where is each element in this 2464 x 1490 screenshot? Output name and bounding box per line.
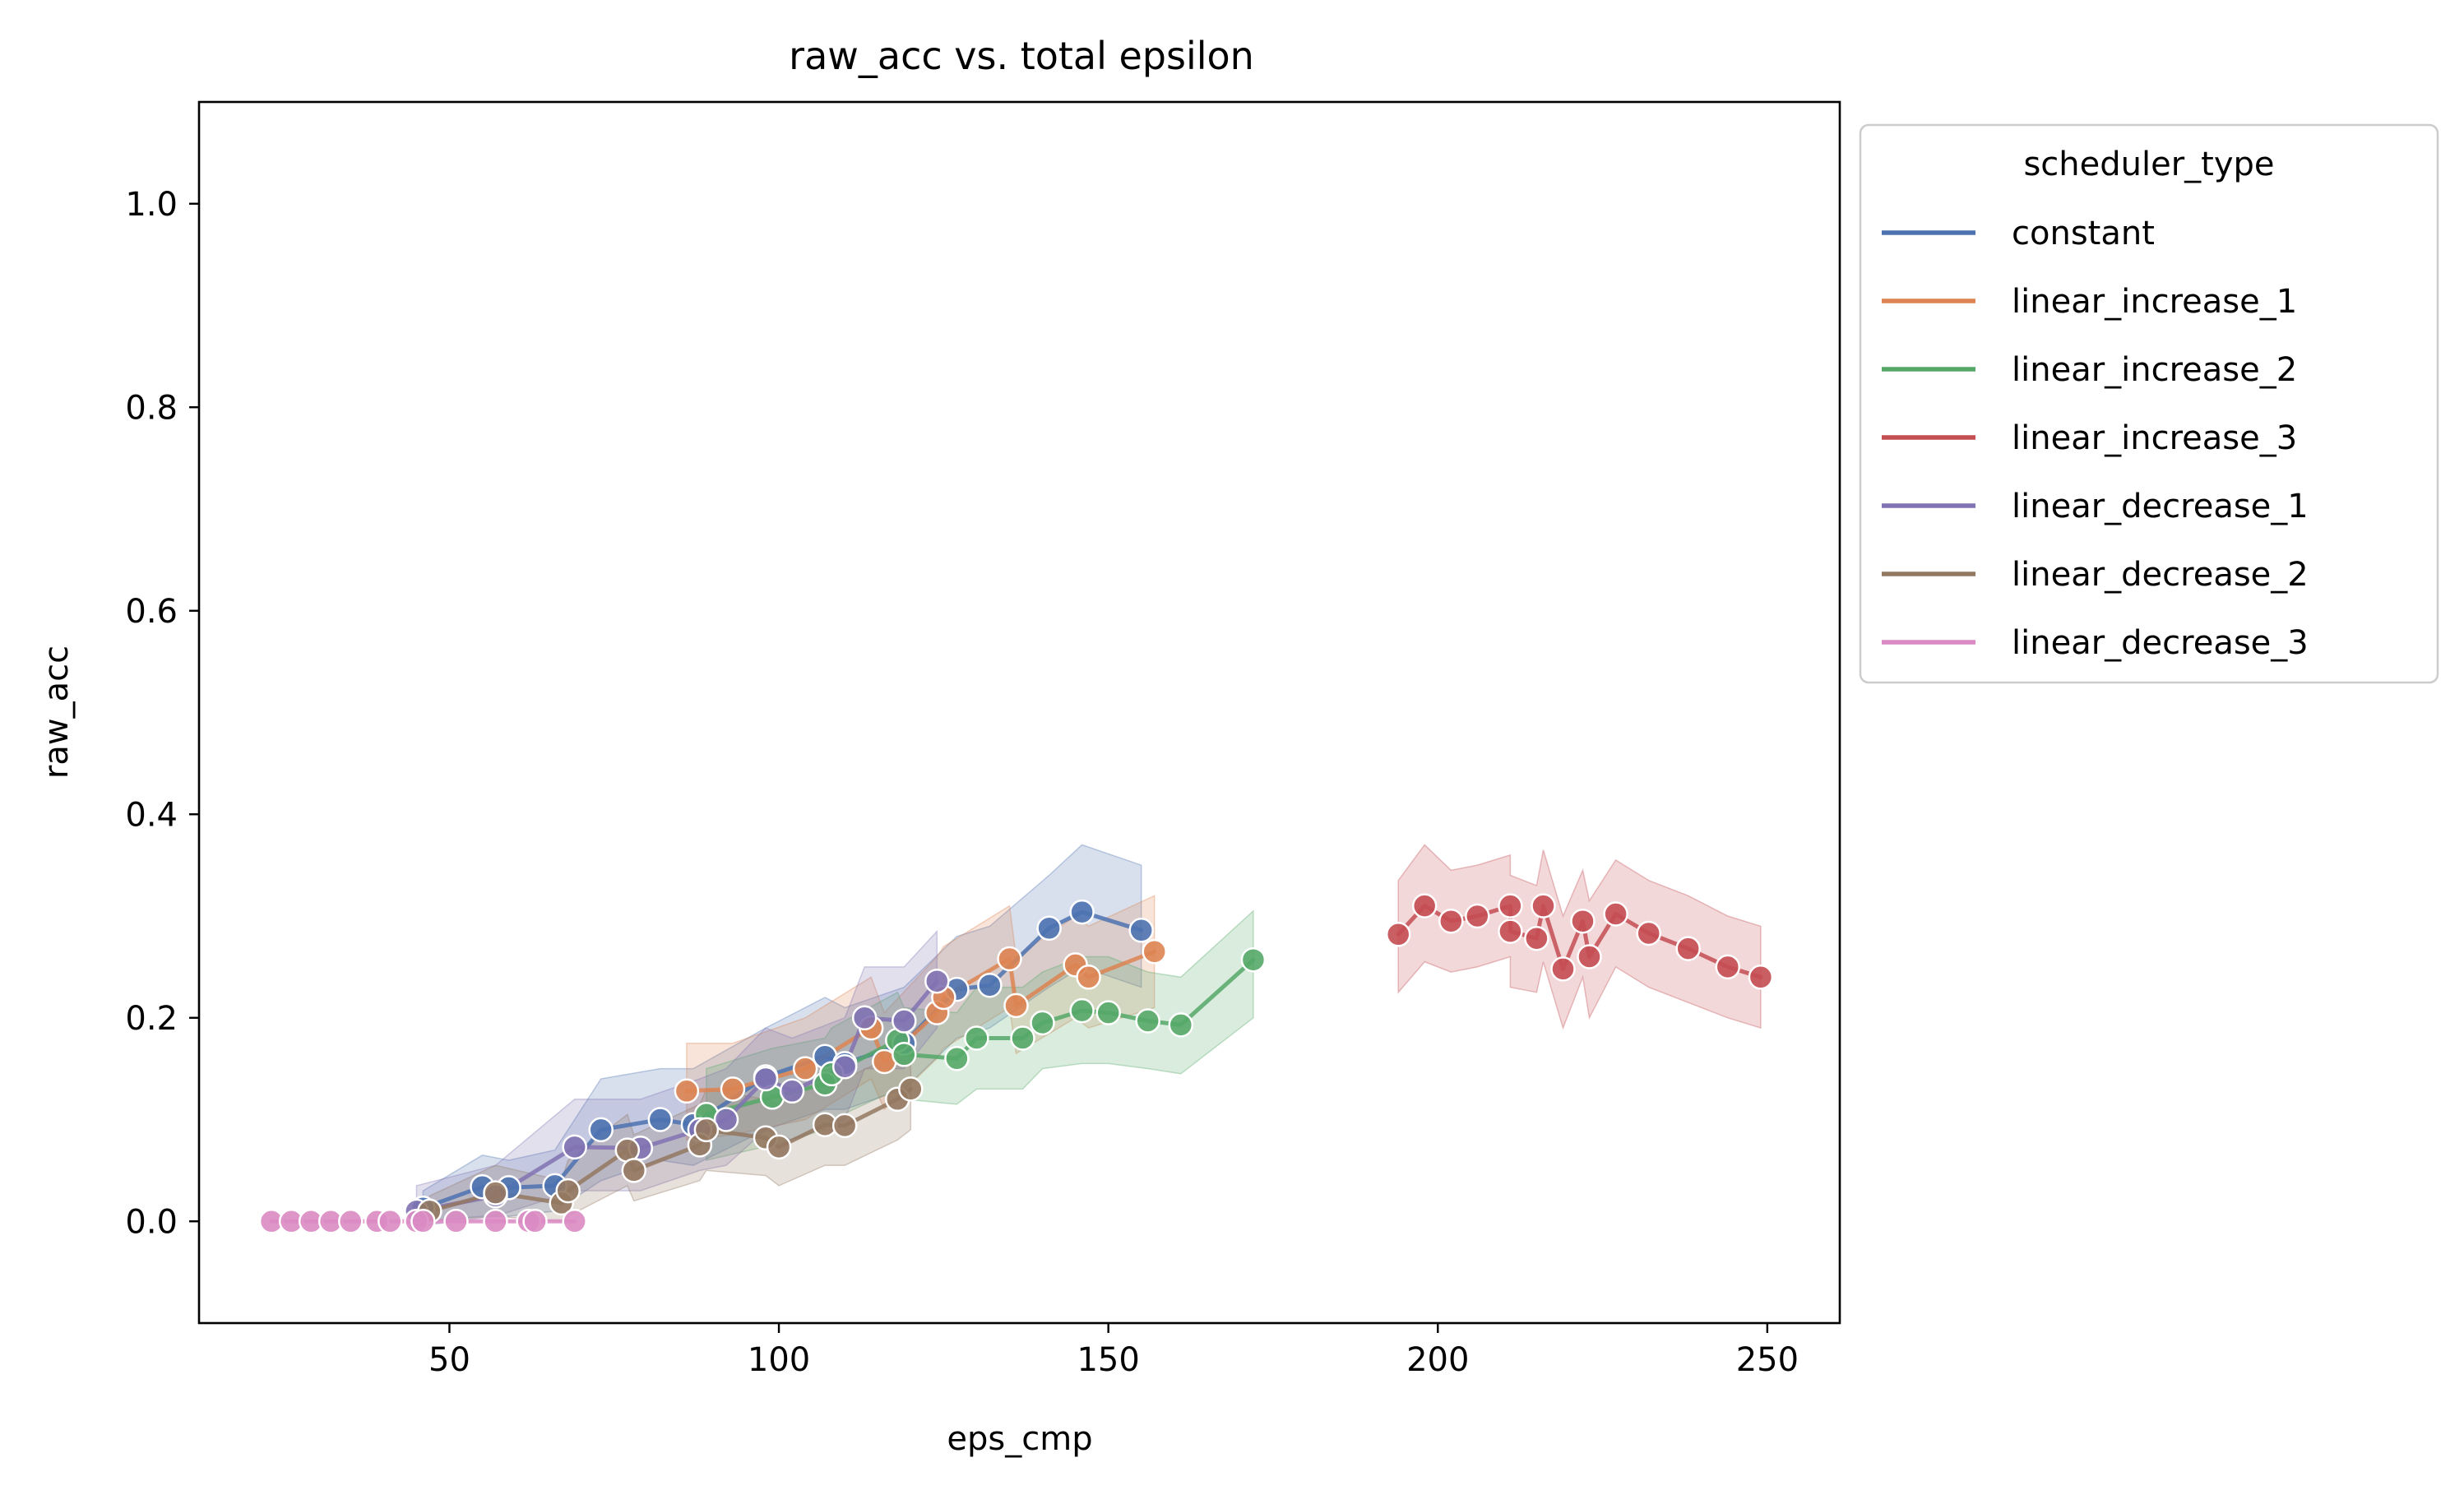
point-linear-decrease-3	[338, 1209, 364, 1234]
x-axis-label: eps_cmp	[947, 1420, 1092, 1458]
point-linear-increase-2	[1069, 997, 1095, 1024]
point-linear-decrease-1	[831, 1053, 858, 1080]
point-linear-increase-3	[1748, 965, 1774, 990]
legend-label-linear-increase-3: linear_increase_3	[2012, 419, 2297, 457]
point-linear-increase-2	[1135, 1008, 1160, 1034]
point-linear-decrease-2	[831, 1113, 858, 1139]
y-tick-label: 0.4	[125, 796, 178, 834]
point-linear-increase-1	[720, 1076, 746, 1102]
point-linear-decrease-1	[562, 1134, 587, 1160]
y-axis-ticks: 0.0 0.2 0.4 0.6 0.8 1.0	[125, 186, 199, 1241]
x-axis-ticks: 50 100 150 200 250	[428, 1323, 1799, 1379]
point-linear-increase-1	[997, 946, 1022, 972]
point-linear-decrease-3	[377, 1209, 403, 1234]
point-linear-increase-1	[674, 1078, 700, 1104]
band-linear-decrease-2	[428, 1042, 912, 1223]
point-linear-increase-3	[1570, 908, 1596, 934]
band-linear-decrease-1	[415, 929, 938, 1228]
point-linear-decrease-2	[693, 1117, 720, 1143]
point-linear-increase-2	[1240, 946, 1267, 973]
point-linear-decrease-3	[522, 1209, 548, 1234]
y-tick-label: 0.8	[125, 389, 178, 427]
point-linear-increase-2	[892, 1042, 917, 1067]
point-linear-decrease-1	[924, 968, 950, 994]
legend-label-linear-decrease-3: linear_decrease_3	[2012, 624, 2309, 662]
point-linear-increase-3	[1577, 944, 1602, 969]
point-linear-increase-3	[1411, 893, 1438, 919]
point-linear-decrease-1	[851, 1005, 878, 1031]
chart-title: raw_acc vs. total epsilon	[789, 34, 1254, 78]
line-linear-increase-3	[1396, 904, 1763, 979]
point-linear-increase-1	[1142, 939, 1167, 965]
point-linear-increase-3	[1603, 901, 1628, 927]
point-linear-decrease-3	[562, 1209, 587, 1234]
y-tick-label: 0.0	[125, 1203, 178, 1241]
point-linear-increase-3	[1550, 956, 1576, 982]
point-constant	[1069, 899, 1095, 925]
point-constant	[647, 1107, 674, 1132]
point-linear-increase-2	[1010, 1025, 1035, 1051]
point-linear-decrease-3	[483, 1209, 508, 1234]
x-tick-label: 200	[1406, 1341, 1469, 1379]
point-constant	[1036, 915, 1062, 942]
y-tick-label: 1.0	[125, 186, 178, 224]
x-tick-label: 100	[748, 1341, 810, 1379]
point-linear-increase-3	[1385, 922, 1411, 947]
point-linear-increase-3	[1636, 920, 1661, 946]
point-linear-increase-3	[1675, 936, 1701, 961]
point-linear-increase-3	[1498, 919, 1523, 944]
point-linear-increase-3	[1438, 908, 1464, 934]
point-linear-increase-1	[1076, 965, 1101, 990]
series-markers	[258, 893, 1774, 1234]
legend-label-constant: constant	[2012, 215, 2155, 252]
point-linear-decrease-1	[753, 1066, 779, 1092]
point-linear-decrease-1	[713, 1107, 739, 1132]
legend-title: scheduler_type	[2023, 146, 2274, 183]
legend-label-linear-decrease-1: linear_decrease_1	[2012, 488, 2309, 525]
point-linear-decrease-3	[443, 1209, 469, 1234]
x-tick-label: 50	[428, 1341, 470, 1379]
x-tick-label: 250	[1736, 1341, 1799, 1379]
x-tick-label: 150	[1077, 1341, 1139, 1379]
point-constant	[977, 972, 1003, 998]
point-linear-decrease-1	[779, 1078, 805, 1104]
point-linear-increase-3	[1531, 893, 1556, 919]
point-linear-decrease-2	[898, 1076, 924, 1102]
point-linear-decrease-2	[621, 1158, 647, 1183]
y-tick-label: 0.2	[125, 1000, 178, 1038]
point-linear-increase-3	[1524, 925, 1549, 951]
point-linear-increase-2	[964, 1025, 989, 1051]
point-linear-increase-2	[1030, 1010, 1055, 1036]
point-linear-increase-2	[1095, 1000, 1121, 1025]
point-linear-decrease-3	[410, 1209, 436, 1234]
point-constant	[1128, 918, 1154, 943]
plot-frame	[197, 100, 1841, 1325]
point-linear-increase-1	[792, 1056, 818, 1081]
band-linear-increase-3	[1397, 844, 1762, 1030]
point-linear-increase-2	[944, 1046, 970, 1071]
y-tick-label: 0.6	[125, 593, 178, 631]
legend-label-linear-increase-1: linear_increase_1	[2012, 283, 2297, 321]
point-linear-decrease-2	[555, 1178, 581, 1204]
point-linear-increase-2	[1168, 1012, 1194, 1038]
point-linear-increase-3	[1498, 893, 1523, 919]
legend: scheduler_type constant linear_increase_1…	[1859, 123, 2439, 684]
point-linear-decrease-1	[892, 1008, 917, 1034]
point-linear-increase-1	[1003, 993, 1029, 1019]
legend-box	[1859, 123, 2439, 684]
legend-label-linear-increase-2: linear_increase_2	[2012, 351, 2297, 389]
y-axis-label: raw_acc	[38, 646, 76, 779]
legend-items: constant linear_increase_1 linear_increase…	[1882, 215, 2309, 662]
point-constant	[588, 1117, 614, 1143]
point-linear-decrease-2	[766, 1134, 792, 1160]
point-linear-increase-3	[1715, 954, 1741, 980]
legend-label-linear-decrease-2: linear_decrease_2	[2012, 556, 2309, 594]
point-linear-increase-3	[1465, 903, 1490, 929]
point-linear-decrease-2	[483, 1180, 508, 1205]
